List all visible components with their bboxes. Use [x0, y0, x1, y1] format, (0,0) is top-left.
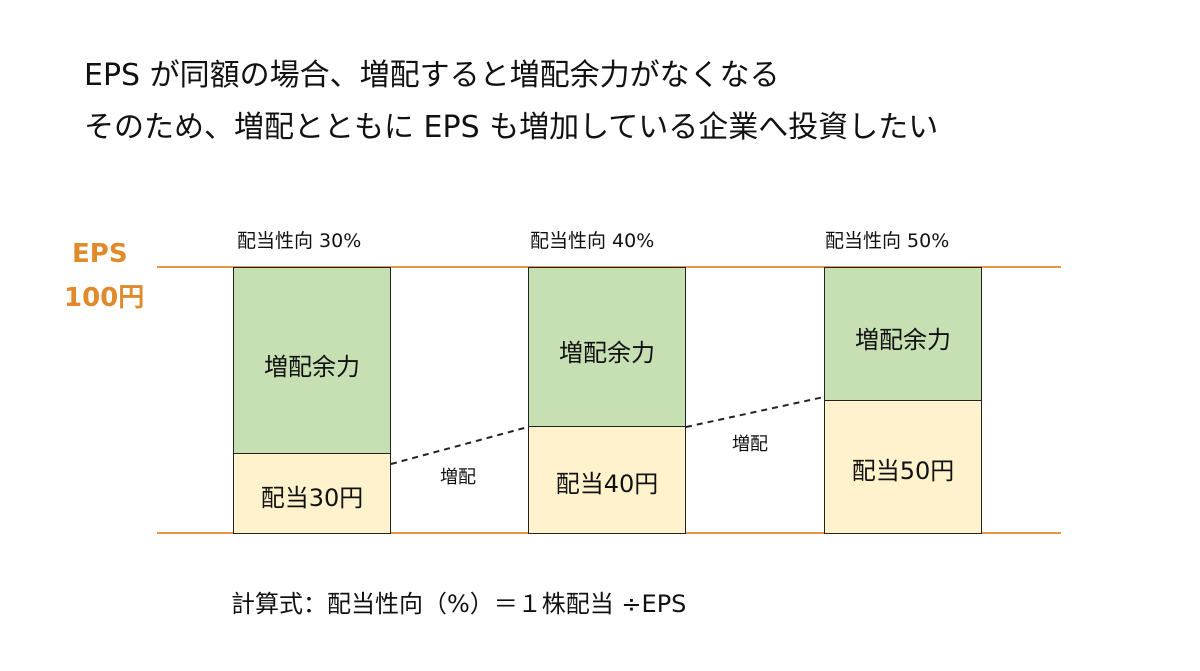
- dividend-segment-3: 配当50円: [825, 400, 981, 533]
- payout-ratio-label-1: 配当性向 30%: [237, 230, 362, 252]
- headroom-label-1: 増配余力: [264, 352, 360, 381]
- stacked-bar-1: 増配余力 配当30円: [233, 267, 391, 534]
- headroom-label-2: 増配余力: [559, 339, 655, 367]
- headline-line-2: そのため、増配とともに EPS も増加している企業へ投資したい: [84, 110, 939, 145]
- dividend-segment-2: 配当40円: [529, 426, 685, 533]
- formula-text: 計算式：配当性向（%）＝１株配当 ÷EPS: [231, 590, 687, 618]
- eps-value: 100円: [64, 283, 145, 313]
- headroom-label-3: 増配余力: [855, 326, 951, 354]
- dividend-label-2: 配当40円: [555, 470, 659, 498]
- increase-label-1: 増配: [440, 467, 476, 488]
- connector-line-1: [390, 426, 529, 465]
- headroom-segment-2: 増配余力: [529, 268, 685, 426]
- stacked-bar-2: 増配余力 配当40円: [528, 267, 686, 534]
- payout-ratio-label-2: 配当性向 40%: [530, 230, 655, 252]
- dividend-segment-1: 配当30円: [234, 453, 390, 533]
- connector-line-2: [685, 396, 825, 428]
- payout-ratio-label-3: 配当性向 50%: [825, 230, 950, 252]
- eps-label: EPS: [72, 239, 128, 269]
- headline-line-1: EPS が同額の場合、増配すると増配余力がなくなる: [84, 58, 780, 93]
- headroom-segment-3: 増配余力: [825, 268, 981, 400]
- stacked-bar-3: 増配余力 配当50円: [824, 267, 982, 534]
- dividend-label-3: 配当50円: [851, 457, 955, 485]
- headroom-segment-1: 増配余力: [234, 268, 390, 453]
- dividend-label-1: 配当30円: [260, 483, 364, 512]
- increase-label-2: 増配: [732, 434, 768, 455]
